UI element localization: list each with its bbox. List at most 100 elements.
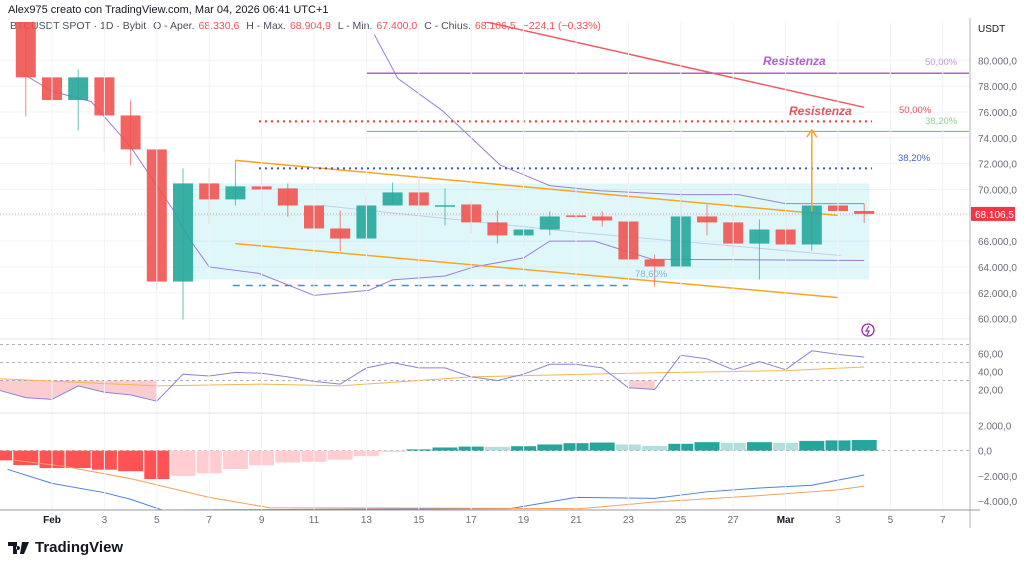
price-tick-label: 66.000,0 bbox=[978, 237, 1017, 248]
macd-line bbox=[7, 468, 865, 510]
rsi-tick-label: 20,00 bbox=[978, 386, 1003, 397]
high-value: 68.904,9 bbox=[289, 20, 331, 32]
price-tick-label: 72.000,0 bbox=[978, 160, 1017, 171]
x-tick-label: 7 bbox=[206, 515, 212, 526]
x-tick-label: 25 bbox=[675, 515, 687, 526]
x-tick-label: 19 bbox=[518, 515, 530, 526]
macd-histogram-bar bbox=[170, 450, 196, 476]
resistance-label-red: Resistenza bbox=[789, 104, 852, 118]
x-tick-label: 21 bbox=[570, 515, 582, 526]
candle-body bbox=[173, 183, 193, 282]
rsi-ma-line bbox=[0, 366, 865, 387]
macd-histogram-bar bbox=[799, 440, 825, 451]
candle bbox=[120, 100, 141, 166]
candle bbox=[749, 219, 770, 280]
x-tick-label: 11 bbox=[309, 515, 320, 526]
tradingview-logo-text: TradingView bbox=[35, 539, 124, 556]
tradingview-logo-icon bbox=[8, 541, 29, 554]
macd-histogram-bar bbox=[65, 450, 91, 469]
candle bbox=[277, 183, 298, 217]
price-tick-label: 78.000,0 bbox=[978, 82, 1017, 93]
candle bbox=[854, 203, 875, 224]
currency-label: USDT bbox=[978, 24, 1005, 35]
candle bbox=[487, 210, 508, 244]
fib-label-50-purple: 50,00% bbox=[925, 57, 958, 68]
macd-histogram-bar bbox=[380, 450, 406, 452]
x-tick-label: 17 bbox=[466, 515, 478, 526]
x-tick-label: 5 bbox=[888, 515, 894, 526]
candle bbox=[15, 22, 36, 117]
lightning-icon[interactable] bbox=[861, 323, 875, 337]
price-tick-label: 64.000,0 bbox=[978, 263, 1017, 274]
channel-upper-line bbox=[235, 159, 839, 217]
rsi-line bbox=[0, 350, 865, 402]
macd-histogram-bar bbox=[537, 444, 563, 451]
candle bbox=[435, 188, 455, 226]
macd-histogram-bar bbox=[484, 446, 510, 451]
x-tick-label: Feb bbox=[43, 515, 61, 526]
price-tick-label: 74.000,0 bbox=[978, 134, 1017, 145]
channel-lower-line bbox=[235, 242, 839, 299]
target-arrow-head bbox=[806, 128, 818, 138]
x-tick-label: 23 bbox=[623, 515, 635, 526]
low-label: L - Min. bbox=[337, 20, 373, 32]
macd-histogram-bar bbox=[851, 440, 877, 451]
rsi-tick-label: 60,00 bbox=[978, 350, 1003, 361]
fib-label-382-green: 38,20% bbox=[925, 116, 958, 127]
candle bbox=[225, 160, 246, 206]
macd-histogram-bar bbox=[275, 450, 301, 463]
rsi-tick-label: 40,00 bbox=[978, 368, 1003, 379]
macd-histogram-bar bbox=[746, 442, 772, 451]
candle-body bbox=[435, 205, 455, 207]
macd-histogram-bar bbox=[694, 442, 720, 451]
x-tick-label: 3 bbox=[835, 515, 841, 526]
candle-body bbox=[749, 229, 770, 244]
x-tick-label: 27 bbox=[728, 515, 740, 526]
candle bbox=[173, 168, 193, 320]
x-tick-label: 5 bbox=[154, 515, 160, 526]
macd-tick-label: −4.000,0 bbox=[978, 497, 1018, 508]
candle-body bbox=[225, 186, 246, 200]
price-tick-label: 60.000,0 bbox=[978, 315, 1017, 326]
chart-credit: Alex975 creato con TradingView.com, Mar … bbox=[8, 4, 329, 16]
candle-body bbox=[15, 22, 36, 78]
macd-tick-label: 0,0 bbox=[978, 447, 992, 458]
macd-histogram-bar bbox=[0, 450, 13, 461]
signal-line bbox=[12, 459, 865, 510]
high-label: H - Max. bbox=[246, 20, 286, 32]
candle bbox=[539, 211, 560, 236]
candle-body bbox=[801, 205, 822, 245]
macd-pane bbox=[0, 440, 970, 510]
x-tick-label: Mar bbox=[777, 515, 795, 526]
change-value: −224,1 (−0,33%) bbox=[522, 20, 601, 32]
open-label: O - Aper. bbox=[153, 20, 195, 32]
macd-histogram-bar bbox=[432, 447, 458, 451]
macd-histogram-bar bbox=[13, 450, 39, 466]
fib-label-50-red: 50,00% bbox=[899, 105, 932, 116]
macd-histogram-bar bbox=[642, 445, 668, 451]
x-tick-label: 3 bbox=[102, 515, 108, 526]
macd-tick-label: 2.000,0 bbox=[978, 421, 1012, 432]
candle-body bbox=[277, 188, 298, 206]
bb-basis-line bbox=[321, 204, 841, 256]
close-value: 68.106,5 bbox=[474, 20, 516, 32]
candle-body bbox=[68, 77, 89, 101]
candle bbox=[801, 205, 822, 251]
macd-histogram-bar bbox=[222, 450, 248, 470]
macd-histogram-bar bbox=[118, 450, 144, 472]
candle-body bbox=[539, 216, 560, 230]
price-tick-label: 76.000,0 bbox=[978, 108, 1017, 119]
x-tick-label: 9 bbox=[259, 515, 265, 526]
tradingview-logo[interactable]: TradingView bbox=[8, 539, 123, 556]
candle-body bbox=[120, 115, 141, 150]
rsi-oversold-fill bbox=[628, 380, 655, 390]
main-pane bbox=[0, 22, 970, 320]
candle-body bbox=[382, 192, 403, 206]
candle-body bbox=[697, 216, 717, 223]
candle-body bbox=[487, 222, 508, 236]
price-tick-label: 62.000,0 bbox=[978, 289, 1017, 300]
macd-tick-label: −2.000,0 bbox=[978, 472, 1018, 483]
resistance-label-purple: Resistenza bbox=[763, 54, 826, 68]
symbol-name[interactable]: BTCUSDT SPOT · 1D · Bybit bbox=[10, 20, 147, 32]
